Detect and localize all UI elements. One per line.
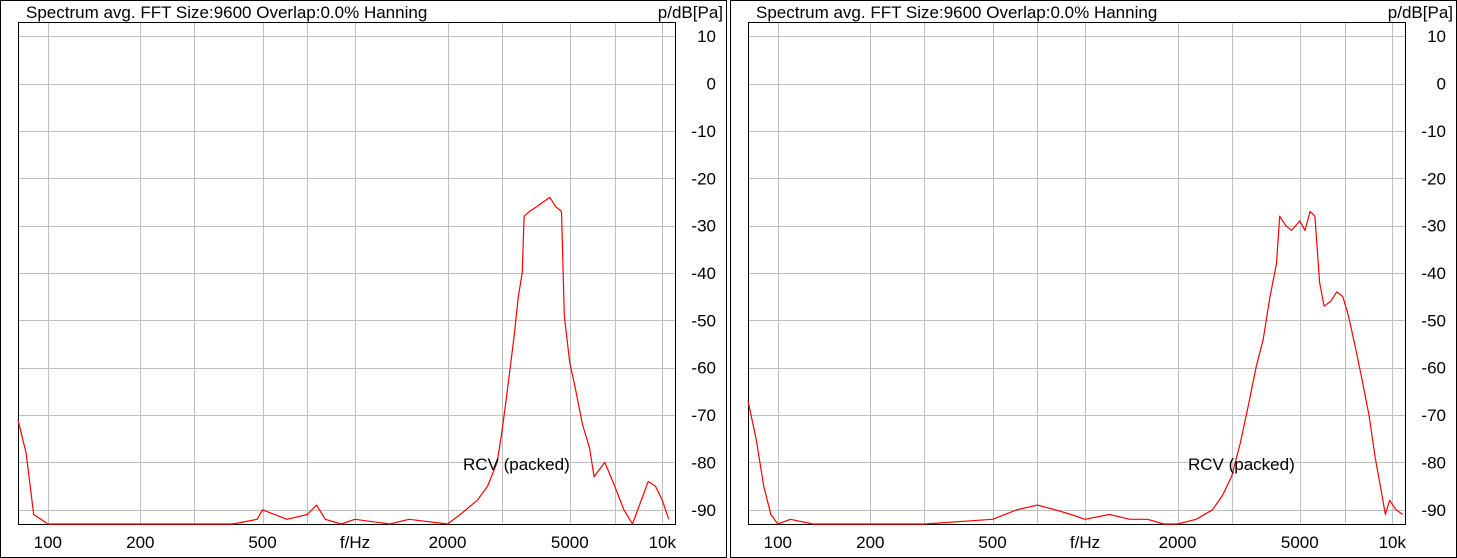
x-tick-label: 5000 — [1281, 533, 1319, 552]
x-tick-label: 200 — [856, 533, 884, 552]
y-tick-label: -70 — [691, 406, 716, 425]
y-tick-label: 0 — [707, 75, 716, 94]
x-axis-title: f/Hz — [340, 533, 370, 552]
x-tick-label: 2000 — [429, 533, 467, 552]
y-tick-label: -40 — [1421, 264, 1446, 283]
y-axis-unit: p/dB[Pa] — [1388, 3, 1453, 22]
y-tick-label: 10 — [1427, 27, 1446, 46]
y-axis-unit: p/dB[Pa] — [658, 3, 723, 22]
y-tick-label: -90 — [1421, 501, 1446, 520]
y-tick-label: -30 — [691, 217, 716, 236]
chart-svg: Spectrum avg. FFT Size:9600 Overlap:0.0%… — [730, 0, 1457, 558]
x-tick-label: 10k — [649, 533, 677, 552]
plot-border — [748, 22, 1406, 525]
y-tick-label: -50 — [1421, 311, 1446, 330]
y-tick-label: -20 — [691, 169, 716, 188]
y-tick-label: -90 — [691, 501, 716, 520]
x-tick-label: 2000 — [1159, 533, 1197, 552]
x-tick-label: 5000 — [551, 533, 589, 552]
y-tick-label: 10 — [697, 27, 716, 46]
y-tick-label: -10 — [1421, 122, 1446, 141]
x-tick-label: 200 — [126, 533, 154, 552]
y-tick-label: -60 — [691, 359, 716, 378]
y-tick-label: -60 — [1421, 359, 1446, 378]
y-tick-label: -30 — [1421, 217, 1446, 236]
chart-svg: Spectrum avg. FFT Size:9600 Overlap:0.0%… — [0, 0, 727, 558]
trace-annotation: RCV (packed) — [1188, 455, 1295, 474]
x-tick-label: 10k — [1379, 533, 1407, 552]
x-tick-label: 500 — [248, 533, 276, 552]
y-tick-label: -20 — [1421, 169, 1446, 188]
grid — [18, 22, 675, 524]
y-tick-label: -50 — [691, 311, 716, 330]
y-tick-label: -80 — [691, 453, 716, 472]
trace-annotation: RCV (packed) — [463, 455, 570, 474]
grid — [748, 22, 1405, 524]
chart-title: Spectrum avg. FFT Size:9600 Overlap:0.0%… — [756, 3, 1157, 22]
x-tick-label: 100 — [764, 533, 792, 552]
y-tick-label: -10 — [691, 122, 716, 141]
spectrum-chart-right: Spectrum avg. FFT Size:9600 Overlap:0.0%… — [730, 0, 1457, 558]
chart-title: Spectrum avg. FFT Size:9600 Overlap:0.0%… — [26, 3, 427, 22]
series-line — [747, 210, 1403, 525]
x-tick-label: 500 — [978, 533, 1006, 552]
plot-border — [18, 22, 676, 525]
x-tick-label: 100 — [34, 533, 62, 552]
spectrum-chart-left: Spectrum avg. FFT Size:9600 Overlap:0.0%… — [0, 0, 727, 558]
y-tick-label: -40 — [691, 264, 716, 283]
y-tick-label: 0 — [1437, 75, 1446, 94]
y-tick-label: -80 — [1421, 453, 1446, 472]
series-line — [17, 196, 670, 525]
y-tick-label: -70 — [1421, 406, 1446, 425]
x-axis-title: f/Hz — [1070, 533, 1100, 552]
